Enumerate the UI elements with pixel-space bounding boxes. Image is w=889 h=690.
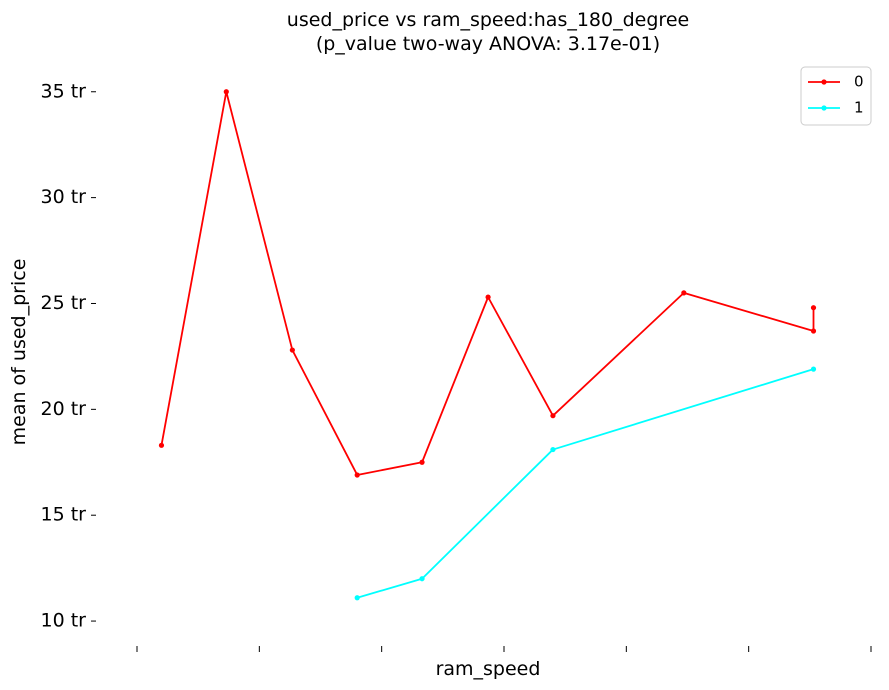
plot-series	[158, 89, 817, 601]
data-point	[485, 294, 491, 300]
legend: 01	[800, 66, 872, 126]
y-tick-label: 10 tr	[41, 610, 87, 632]
data-point	[550, 446, 556, 453]
series-1	[354, 366, 817, 601]
series-line	[160, 90, 815, 476]
series-0	[158, 89, 817, 478]
data-point	[223, 89, 229, 95]
y-tick-label: 35 tr	[41, 80, 87, 102]
data-point	[354, 595, 360, 601]
data-point	[681, 290, 687, 296]
y-axis: 10 tr 15 tr 20 tr 25 tr 30 tr 35 tr	[41, 80, 96, 632]
series-line	[356, 368, 814, 599]
data-point	[810, 305, 817, 311]
y-tick-label: 30 tr	[41, 186, 87, 208]
legend-label: 0	[854, 73, 864, 91]
legend-marker	[821, 79, 827, 85]
y-tick-label: 15 tr	[41, 504, 87, 526]
chart-title: used_price vs ram_speed:has_180_degree	[287, 9, 689, 31]
data-point	[289, 347, 295, 353]
legend-label: 1	[854, 99, 864, 117]
y-tick-label: 20 tr	[41, 398, 87, 420]
y-axis-label: mean of used_price	[8, 259, 30, 446]
x-axis-label: ram_speed	[436, 658, 541, 680]
data-point	[550, 413, 556, 419]
data-point	[158, 442, 165, 448]
legend-marker	[821, 105, 827, 111]
x-axis	[136, 646, 872, 652]
chart-subtitle: (p_value two-way ANOVA: 3.17e-01)	[316, 33, 660, 55]
data-point	[419, 459, 425, 465]
data-point	[419, 576, 425, 582]
data-point	[810, 366, 817, 372]
y-tick-label: 25 tr	[41, 292, 87, 314]
data-point	[810, 328, 817, 334]
data-point	[354, 472, 360, 478]
